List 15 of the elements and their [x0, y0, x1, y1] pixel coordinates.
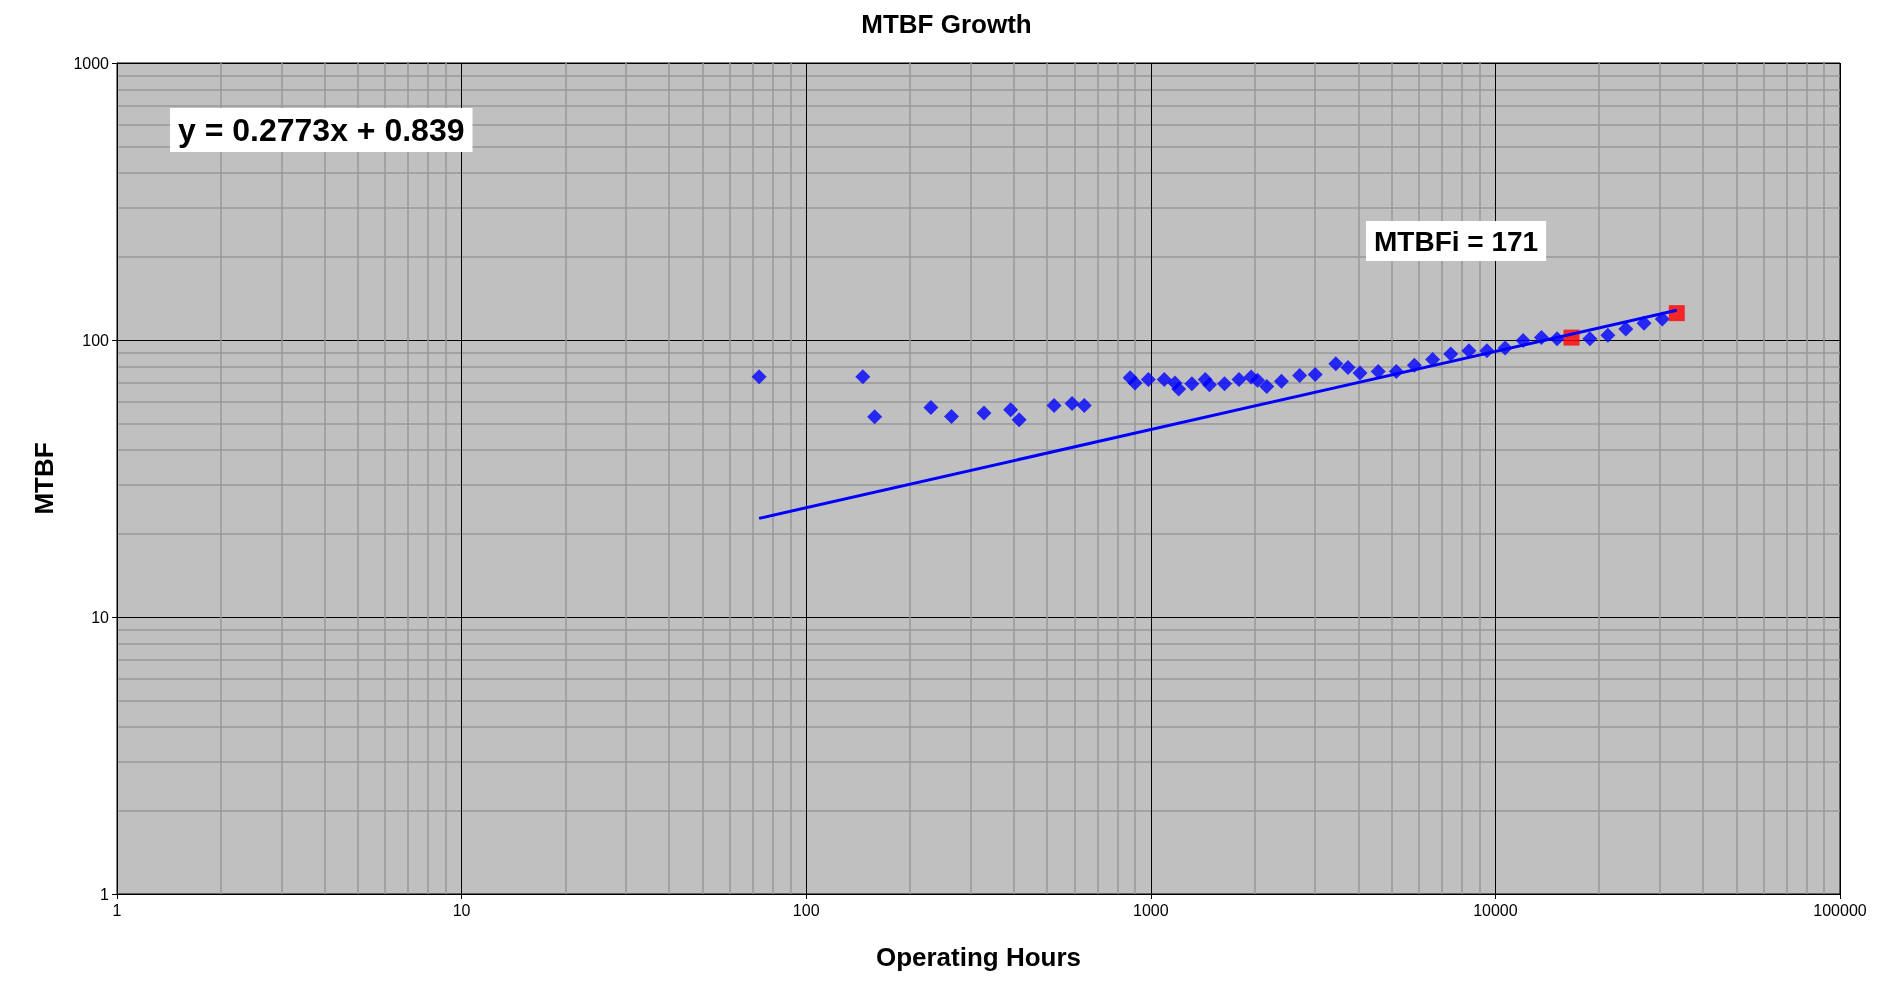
y-tick-label: 10	[91, 608, 110, 626]
annotation: y = 0.2773x + 0.839	[178, 112, 465, 148]
x-tick-label: 10000	[1473, 901, 1518, 919]
annotation: MTBFi = 171	[1374, 225, 1539, 257]
x-axis-title: Operating Hours	[875, 942, 1082, 972]
x-tick-label: 100	[792, 901, 820, 919]
y-axis-title: MTBF	[29, 442, 59, 515]
y-tick-label: 100	[82, 331, 110, 349]
x-tick-label: 1000	[1133, 901, 1169, 919]
x-tick-label: 100000	[1813, 901, 1867, 919]
x-tick-label: 1	[112, 901, 122, 919]
y-tick-label: 1	[100, 885, 110, 903]
x-tick-label: 10	[452, 901, 471, 919]
y-tick-label: 1000	[73, 54, 110, 72]
chart-title: MTBF Growth	[861, 9, 1032, 39]
